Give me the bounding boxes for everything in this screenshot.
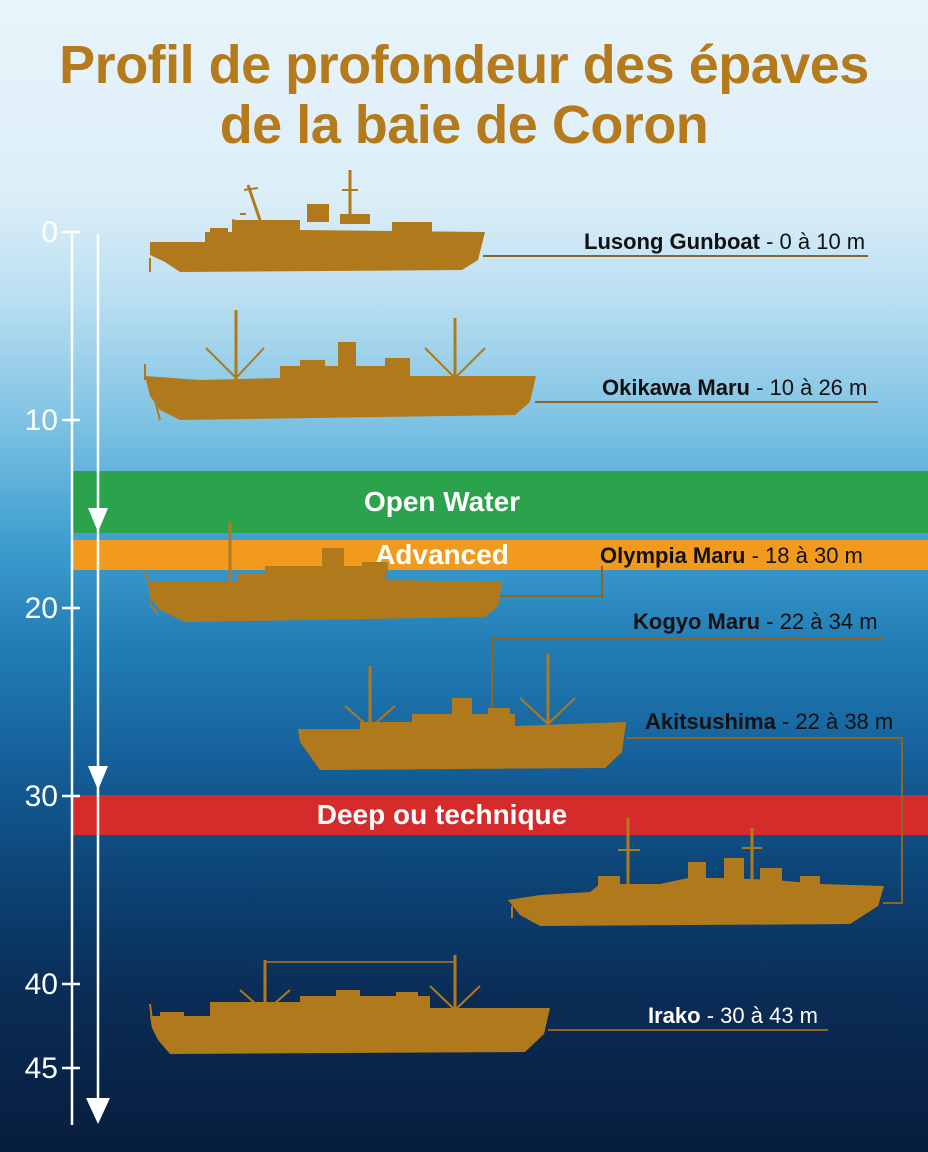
certification-arrows <box>86 234 110 1124</box>
title-line-1: Profil de profondeur des épaves <box>59 35 869 95</box>
title-line-2: de la baie de Coron <box>219 95 709 155</box>
wreck-name: Lusong Gunboat <box>584 229 760 254</box>
depth-label-30: 30 <box>24 780 58 813</box>
zone-advanced: Advanced <box>72 539 928 570</box>
wreck-label-akitsushima: Akitsushima - 22 à 38 m <box>645 711 893 733</box>
leader-akitsushima <box>626 737 903 904</box>
depth-label-0: 0 <box>41 216 58 249</box>
zone-open-water-label: Open Water <box>363 486 521 517</box>
ship-irako <box>149 955 550 1054</box>
depth-label-10: 10 <box>24 404 58 437</box>
wreck-depth-range: - 30 à 43 m <box>706 1003 818 1028</box>
wreck-depth-range: - 10 à 26 m <box>756 375 868 400</box>
wreck-label-irako: Irako - 30 à 43 m <box>648 1005 818 1027</box>
depth-label-40: 40 <box>24 968 58 1001</box>
zone-advanced-label: Advanced <box>375 539 509 570</box>
wreck-name: Kogyo Maru <box>633 609 761 634</box>
ship-olympia-maru <box>142 522 502 622</box>
wreck-name: Olympia Maru <box>600 543 746 568</box>
depth-label-45: 45 <box>24 1052 58 1085</box>
ship-okikawa-maru <box>144 310 536 421</box>
wreck-depth-range: - 0 à 10 m <box>766 229 866 254</box>
wreck-label-kogyo: Kogyo Maru - 22 à 34 m <box>633 611 878 633</box>
wreck-name: Irako <box>648 1003 701 1028</box>
wreck-depth-range: - 22 à 34 m <box>766 609 878 634</box>
leader-kogyo <box>491 637 884 712</box>
arrow-head-open-water <box>88 508 108 532</box>
zone-deep: Deep ou technique <box>72 795 928 835</box>
arrow-head-advanced <box>88 766 108 790</box>
depth-label-20: 20 <box>24 592 58 625</box>
wreck-name: Okikawa Maru <box>602 375 750 400</box>
arrow-head-deep <box>86 1098 110 1124</box>
zone-open-water: Open Water <box>72 471 928 533</box>
wreck-label-okikawa: Okikawa Maru - 10 à 26 m <box>602 377 867 399</box>
zone-deep-label: Deep ou technique <box>316 799 568 830</box>
leader-olympia <box>500 566 603 597</box>
wreck-label-olympia: Olympia Maru - 18 à 30 m <box>600 545 863 567</box>
wreck-depth-range: - 18 à 30 m <box>751 543 863 568</box>
depth-axis <box>62 230 80 1125</box>
wreck-depth-range: - 22 à 38 m <box>781 709 894 734</box>
leader-lines <box>483 255 903 1031</box>
ship-lusong-gunboat <box>149 170 485 272</box>
wreck-name: Akitsushima <box>645 709 776 734</box>
ship-kogyo-maru <box>298 654 626 770</box>
ship-akitsushima <box>508 818 884 926</box>
wreck-label-lusong: Lusong Gunboat - 0 à 10 m <box>584 231 865 253</box>
